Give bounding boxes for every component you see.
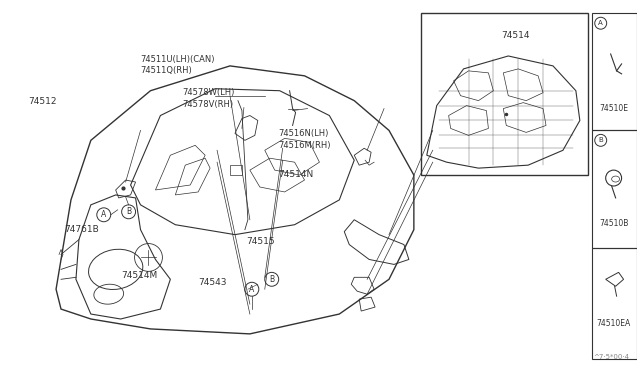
Text: B: B [126,207,131,216]
Text: 74543: 74543 [198,278,227,287]
Text: 74510E: 74510E [599,104,628,113]
Text: 74512: 74512 [28,97,56,106]
Text: 74515: 74515 [246,237,275,246]
Text: 74511Q(RH): 74511Q(RH) [140,66,192,75]
Text: 74514: 74514 [501,31,529,40]
Text: 74516M(RH): 74516M(RH) [278,141,331,150]
Bar [230,165,242,175]
Bar [421,13,588,175]
Text: ^7·5*00·4: ^7·5*00·4 [593,354,628,360]
Text: B: B [598,137,603,143]
Text: 74514M: 74514M [121,271,157,280]
Text: 74510EA: 74510EA [596,320,631,328]
Text: 74514N: 74514N [278,170,314,179]
Text: A: A [249,285,255,294]
Text: 74511U(LH)(CAN): 74511U(LH)(CAN) [140,55,214,64]
Bar [592,131,637,247]
Text: 74510B: 74510B [599,219,628,228]
Text: 74578W(LH): 74578W(LH) [182,89,235,97]
Text: B: B [269,275,275,284]
Text: A: A [598,20,603,26]
Bar [592,13,637,131]
Text: 74578V(RH): 74578V(RH) [182,100,234,109]
Text: 74761B: 74761B [64,225,99,234]
Bar [592,247,637,359]
Text: A: A [101,210,106,219]
Text: 74516N(LH): 74516N(LH) [278,129,328,138]
